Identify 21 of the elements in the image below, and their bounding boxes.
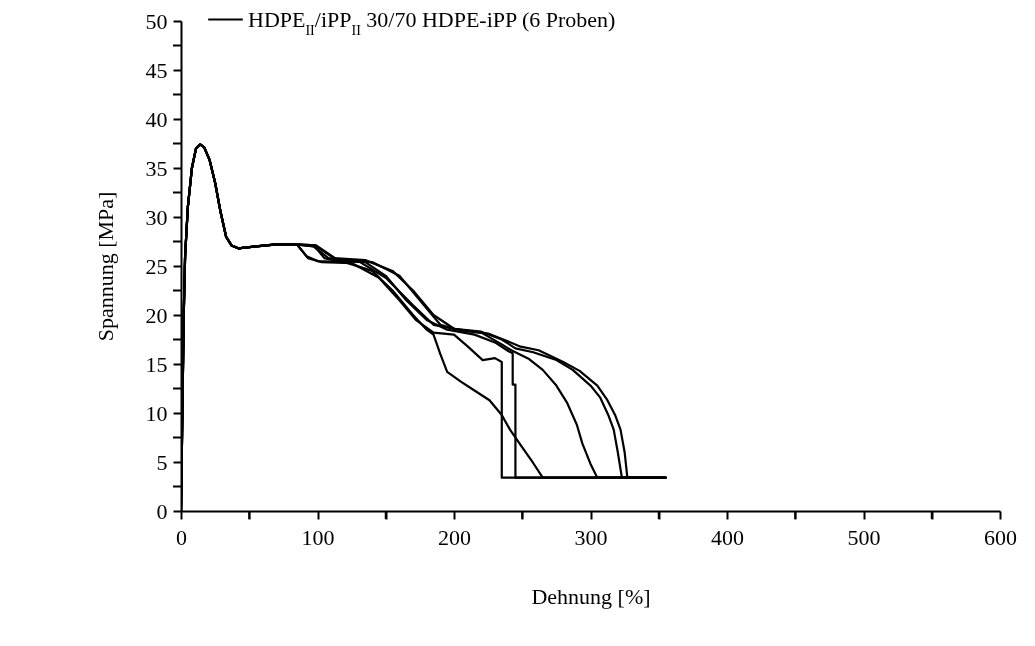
- x-tick-label: 400: [711, 524, 744, 550]
- legend-label: HDPE$_{II}$/iPP$_{II}$ 30/70 HDPE-iPP (6 Proben): [248, 6, 616, 37]
- x-axis-title: Dehnung [%]: [531, 583, 651, 609]
- y-tick-label: 5: [156, 449, 168, 475]
- x-tick-label: 200: [438, 524, 471, 550]
- y-tick-label: 45: [145, 57, 168, 83]
- x-tick-label: 300: [574, 524, 608, 550]
- y-tick-label: 25: [145, 253, 168, 279]
- x-tick-label: 0: [176, 524, 187, 550]
- y-tick-label: 10: [145, 400, 168, 426]
- x-tick-label: 500: [847, 524, 881, 550]
- y-tick-label: 30: [145, 204, 168, 230]
- y-tick-label: 35: [145, 155, 168, 181]
- x-tick-label: 100: [301, 524, 335, 550]
- y-tick-label: 0: [156, 498, 168, 524]
- y-tick-label: 40: [145, 106, 168, 132]
- y-axis-title: Spannung [MPa]: [92, 191, 118, 342]
- y-tick-label: 50: [145, 8, 168, 34]
- x-tick-label: 600: [984, 524, 1017, 550]
- y-tick-label: 20: [145, 302, 168, 328]
- y-tick-label: 15: [145, 351, 168, 377]
